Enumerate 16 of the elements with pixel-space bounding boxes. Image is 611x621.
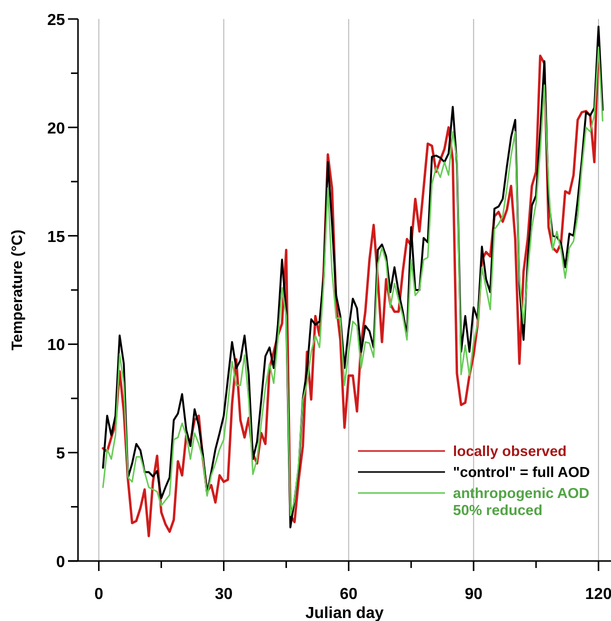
y-tick-label: 10 xyxy=(47,337,66,354)
x-tick-label: 60 xyxy=(340,586,358,603)
y-tick-label: 0 xyxy=(56,554,66,571)
text: "control" = full AOD xyxy=(453,465,590,481)
x-tick-label: 120 xyxy=(585,586,611,603)
y-axis-title: Temperature (°C) xyxy=(9,230,26,350)
y-tick-label: 15 xyxy=(47,228,66,246)
y-tick-label: 20 xyxy=(47,120,66,138)
x-tick-label: 0 xyxy=(94,586,104,603)
y-tick-label: 25 xyxy=(47,12,66,29)
text: locally observed xyxy=(453,444,567,460)
x-tick-label: 30 xyxy=(214,586,233,603)
text: anthropogenic AOD 50% reduced xyxy=(453,486,590,519)
x-axis-title: Julian day xyxy=(305,605,384,621)
y-tick-label: 5 xyxy=(56,446,66,463)
x-tick-label: 90 xyxy=(464,586,483,603)
